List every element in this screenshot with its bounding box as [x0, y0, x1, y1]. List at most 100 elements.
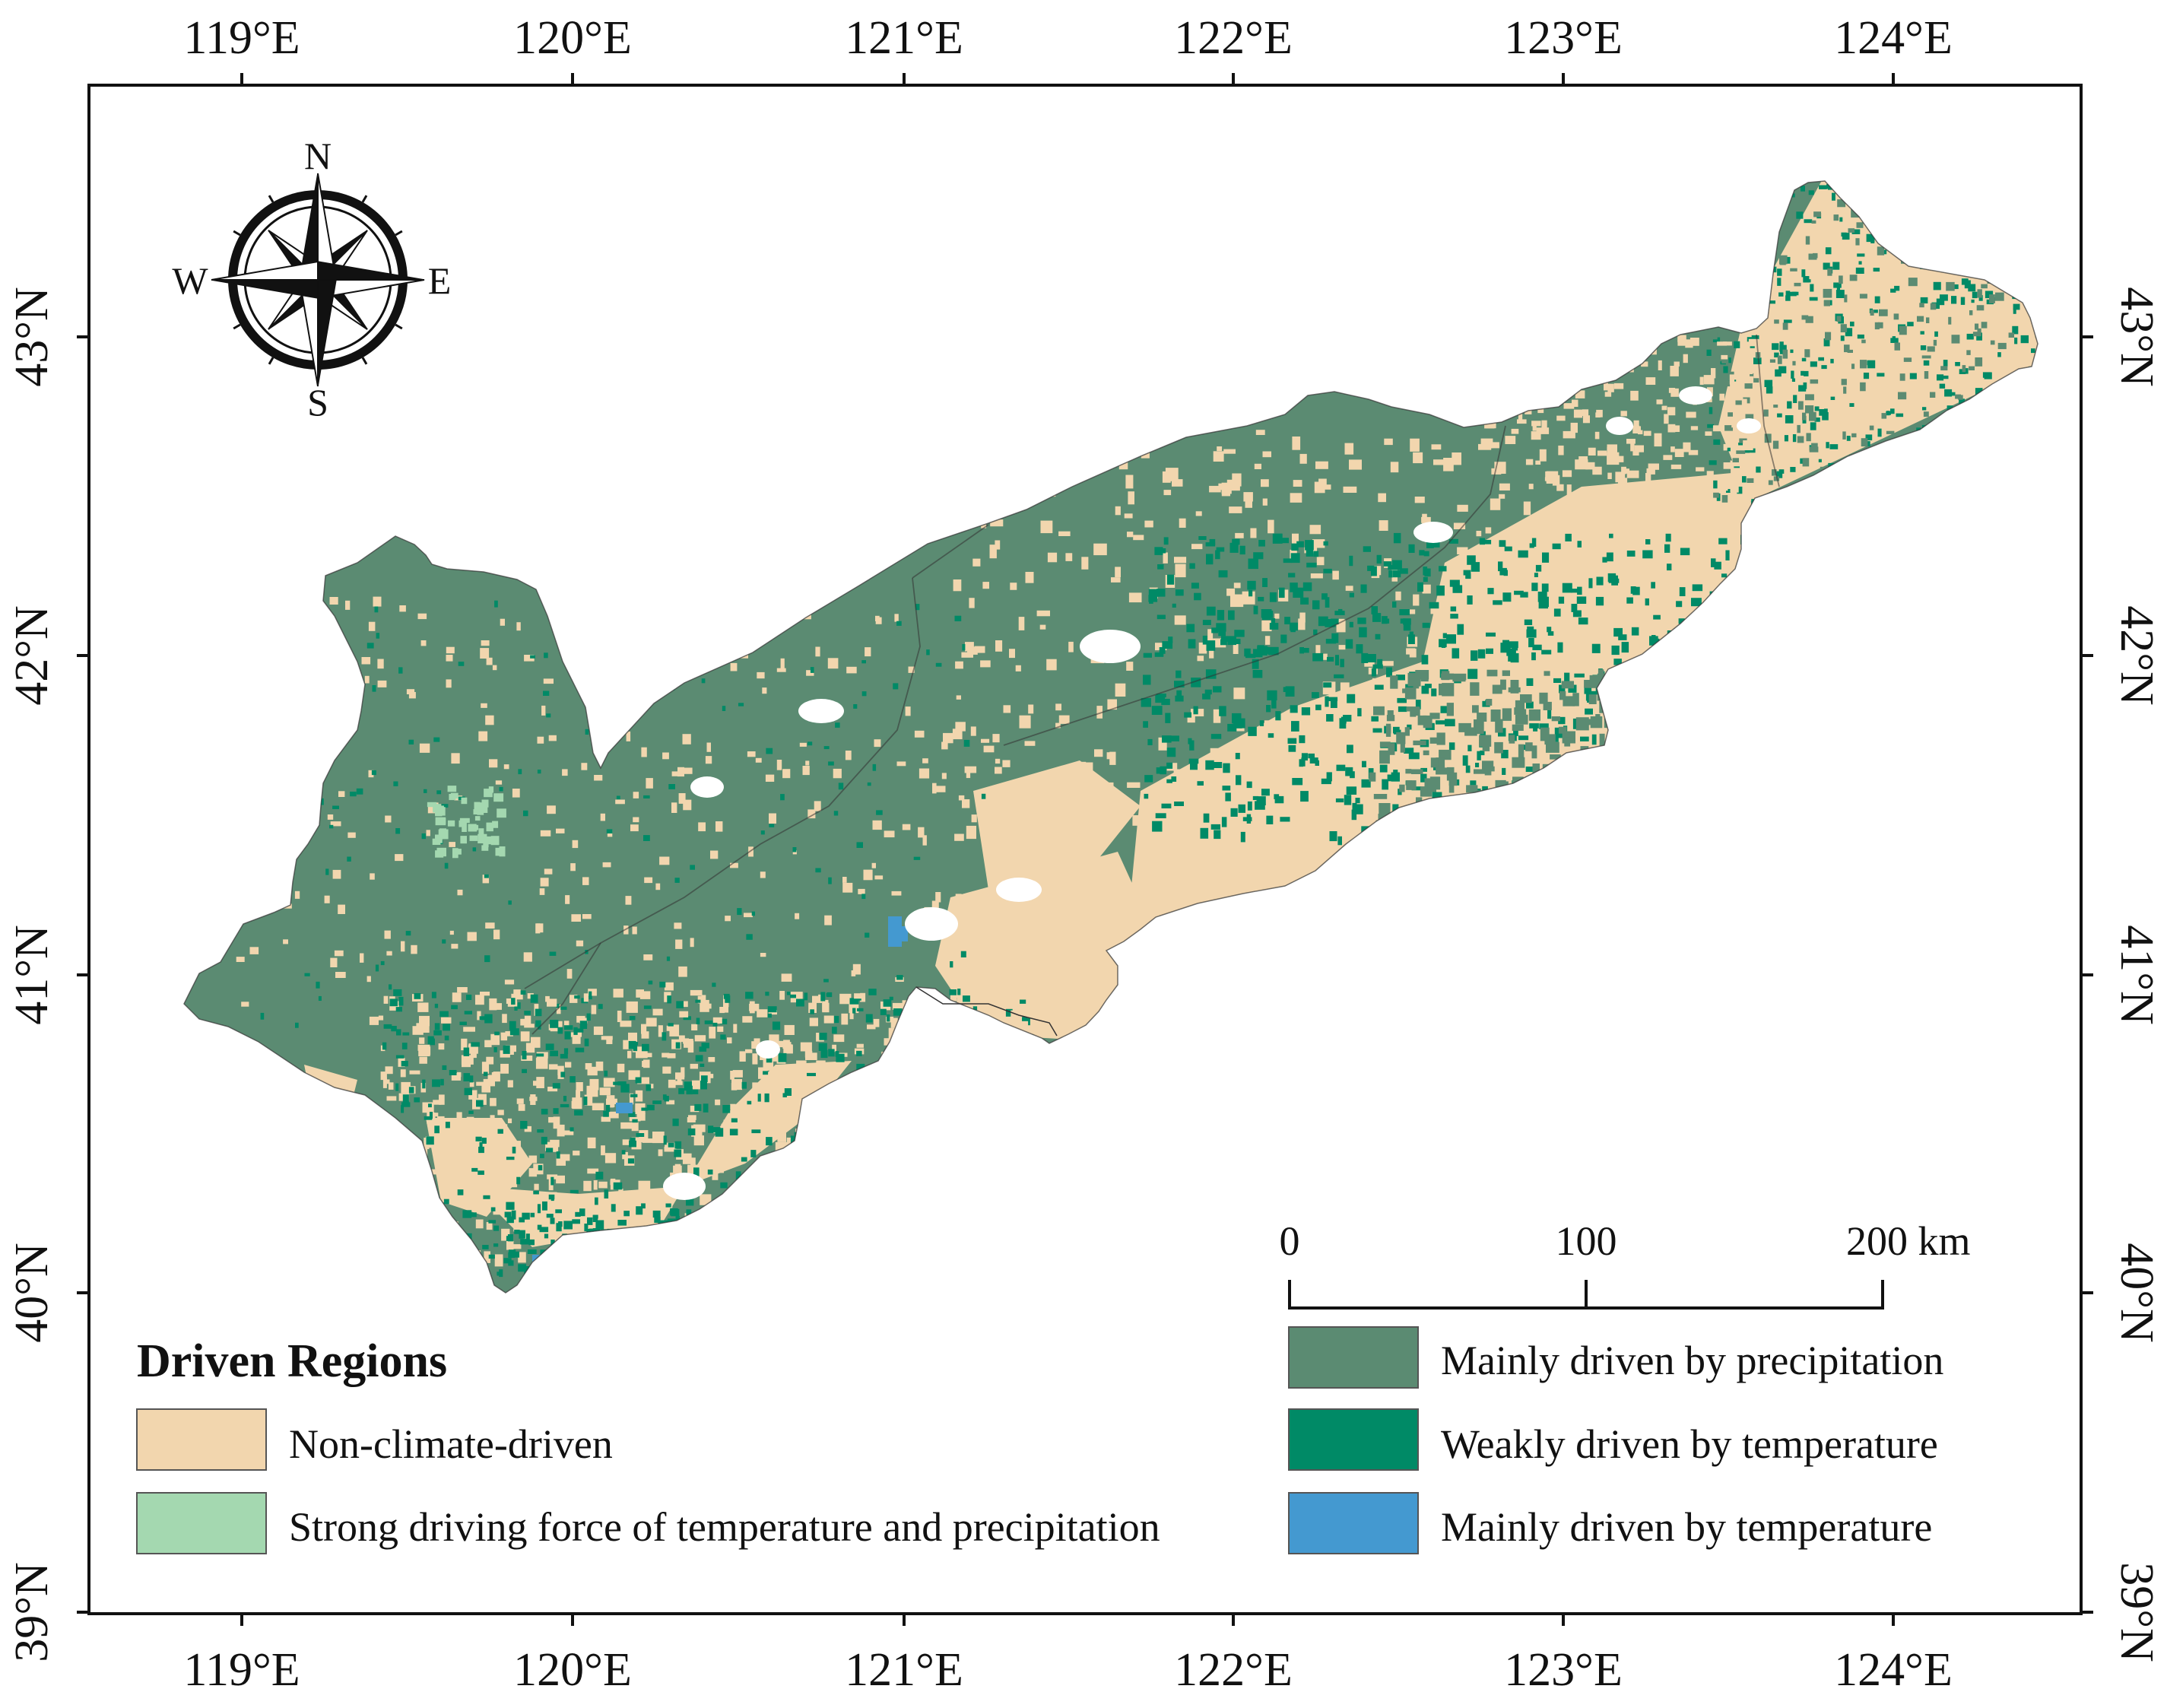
raster-pixel — [398, 667, 403, 674]
raster-pixel — [583, 636, 590, 645]
raster-pixel — [1540, 392, 1547, 402]
raster-pixel — [1020, 1141, 1023, 1146]
raster-pixel — [563, 1221, 573, 1230]
raster-pixel — [1657, 766, 1666, 779]
raster-pixel — [1712, 331, 1718, 340]
raster-pixel — [1722, 726, 1728, 737]
raster-pixel — [1907, 184, 1915, 189]
raster-pixel — [1248, 726, 1257, 736]
raster-pixel — [693, 1167, 700, 1176]
raster-pixel — [474, 816, 481, 821]
raster-pixel — [810, 1009, 814, 1014]
raster-pixel — [1572, 693, 1579, 706]
raster-pixel — [1753, 302, 1756, 310]
raster-pixel — [519, 1217, 525, 1223]
raster-pixel — [1049, 901, 1061, 910]
raster-pixel — [1975, 215, 1982, 220]
raster-pixel — [1349, 592, 1354, 598]
raster-pixel — [1159, 647, 1166, 654]
raster-pixel — [1699, 742, 1706, 753]
raster-pixel — [820, 1184, 829, 1195]
raster-pixel — [1431, 444, 1442, 450]
raster-pixel — [398, 1232, 410, 1241]
raster-pixel — [984, 817, 989, 821]
raster-pixel — [1724, 676, 1732, 684]
raster-pixel — [1658, 846, 1669, 858]
raster-pixel — [780, 794, 785, 801]
raster-pixel — [795, 913, 800, 919]
raster-pixel — [994, 1122, 1003, 1135]
raster-pixel — [1964, 368, 1969, 374]
raster-pixel — [1722, 465, 1731, 473]
raster-pixel — [899, 1098, 908, 1103]
raster-pixel — [1479, 735, 1492, 747]
raster-pixel — [1004, 848, 1014, 855]
raster-pixel — [1333, 779, 1340, 792]
raster-pixel — [595, 1061, 604, 1071]
raster-pixel — [719, 1018, 728, 1024]
raster-pixel — [1191, 544, 1203, 550]
raster-pixel — [1400, 742, 1405, 753]
raster-pixel — [471, 1167, 478, 1172]
raster-pixel — [1712, 690, 1721, 696]
raster-pixel — [1626, 597, 1633, 604]
raster-pixel — [1675, 746, 1688, 754]
raster-pixel — [444, 1035, 449, 1041]
raster-pixel — [411, 1195, 421, 1205]
raster-pixel — [1494, 741, 1503, 754]
raster-pixel — [1629, 643, 1643, 654]
raster-pixel — [1746, 775, 1759, 786]
raster-pixel — [908, 666, 915, 673]
raster-pixel — [833, 768, 842, 779]
raster-pixel — [401, 1105, 405, 1113]
raster-pixel — [1316, 557, 1325, 566]
raster-pixel — [570, 863, 576, 871]
raster-pixel — [2022, 470, 2026, 477]
raster-pixel — [1818, 459, 1822, 462]
raster-pixel — [892, 1205, 898, 1212]
raster-pixel — [1696, 467, 1705, 471]
raster-pixel — [1613, 750, 1620, 758]
raster-pixel — [1115, 683, 1126, 697]
raster-pixel — [1777, 413, 1782, 417]
raster-pixel — [1230, 808, 1238, 817]
raster-pixel — [804, 1218, 807, 1225]
raster-pixel — [959, 1141, 968, 1151]
raster-pixel — [441, 1017, 452, 1024]
raster-pixel — [1521, 340, 1528, 351]
raster-pixel — [1580, 757, 1591, 764]
raster-pixel — [1582, 660, 1592, 668]
raster-pixel — [746, 934, 753, 940]
raster-pixel — [1642, 487, 1651, 498]
raster-pixel — [1312, 600, 1320, 610]
raster-pixel — [1302, 582, 1312, 592]
raster-pixel — [541, 705, 546, 716]
raster-pixel — [934, 1144, 947, 1150]
raster-pixel — [1604, 380, 1608, 391]
raster-pixel — [368, 621, 376, 631]
raster-pixel — [1213, 638, 1226, 648]
raster-pixel — [1743, 828, 1750, 837]
raster-pixel — [535, 1192, 541, 1201]
raster-pixel — [854, 1083, 864, 1094]
raster-pixel — [1115, 567, 1121, 577]
raster-pixel — [528, 1239, 535, 1246]
raster-pixel — [1585, 708, 1593, 715]
raster-pixel — [427, 802, 437, 808]
raster-pixel — [1100, 782, 1114, 788]
raster-pixel — [643, 1005, 652, 1009]
raster-pixel — [1648, 794, 1661, 803]
raster-pixel — [1062, 1044, 1074, 1049]
raster-pixel — [872, 820, 882, 830]
raster-pixel — [734, 1198, 740, 1204]
raster-pixel — [1558, 716, 1566, 725]
raster-pixel — [1841, 379, 1847, 386]
raster-pixel — [1639, 799, 1649, 804]
raster-pixel — [560, 1006, 567, 1010]
raster-pixel — [1622, 338, 1628, 348]
raster-pixel — [1702, 667, 1709, 674]
raster-pixel — [1501, 750, 1509, 759]
raster-pixel — [1805, 394, 1814, 401]
raster-pixel — [1553, 678, 1562, 683]
raster-pixel — [891, 1084, 900, 1088]
